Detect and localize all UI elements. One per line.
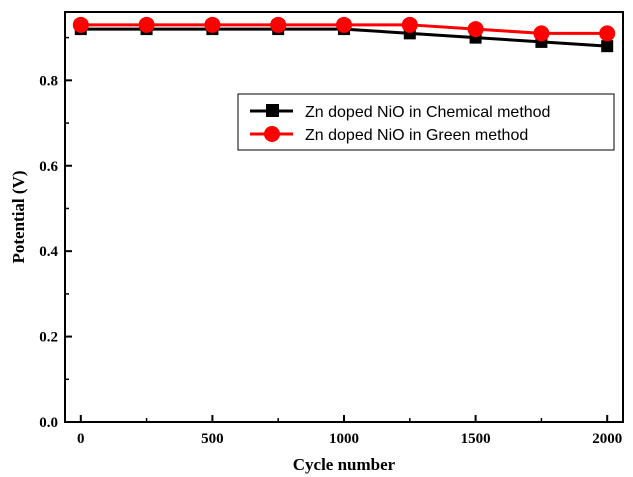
y-axis-title: Potential (V)	[9, 170, 28, 263]
data-point-circle	[401, 16, 418, 33]
x-tick-label: 1500	[461, 431, 491, 447]
data-point-circle	[599, 25, 616, 42]
y-tick-label: 0.8	[39, 73, 58, 89]
data-point-square	[601, 40, 614, 53]
legend-box	[237, 93, 615, 151]
x-axis-ticks: 0 500 1000 1500 2000	[77, 415, 622, 447]
y-tick-label: 0.6	[39, 159, 58, 175]
legend-marker-square	[266, 104, 279, 117]
legend-entry-1: Zn doped NiO in Chemical method	[250, 104, 550, 121]
y-tick-label: 0.2	[39, 330, 58, 346]
data-point-circle	[467, 21, 484, 38]
series-2	[72, 16, 616, 42]
data-point-circle	[336, 16, 352, 33]
legend-entry-2: Zn doped NiO in Green method	[250, 126, 528, 144]
legend: Zn doped NiO in Chemical method Zn doped …	[237, 93, 615, 151]
x-tick-label: 1000	[329, 431, 359, 447]
legend-items: Zn doped NiO in Chemical method Zn doped …	[250, 104, 550, 144]
data-point-circle	[204, 16, 221, 33]
legend-marker-circle	[264, 126, 280, 142]
y-tick-label: 0.4	[39, 244, 58, 260]
data-point-circle	[270, 16, 287, 33]
data-point-circle	[72, 16, 89, 33]
plot-area	[64, 11, 624, 423]
x-tick-label: 2000	[592, 431, 622, 447]
y-tick-label: 0.0	[39, 415, 58, 431]
x-axis-title: Cycle number	[293, 455, 396, 474]
series-layer	[72, 16, 616, 53]
x-tick-label: 0	[77, 431, 85, 447]
legend-label: Zn doped NiO in Chemical method	[305, 104, 550, 121]
data-point-square	[403, 27, 416, 40]
y-axis-ticks: 0.0 0.2 0.4 0.6 0.8	[39, 36, 72, 431]
data-point-circle	[138, 16, 155, 33]
x-tick-label: 500	[201, 431, 224, 447]
legend-label: Zn doped NiO in Green method	[305, 127, 528, 144]
data-point-circle	[533, 25, 550, 42]
